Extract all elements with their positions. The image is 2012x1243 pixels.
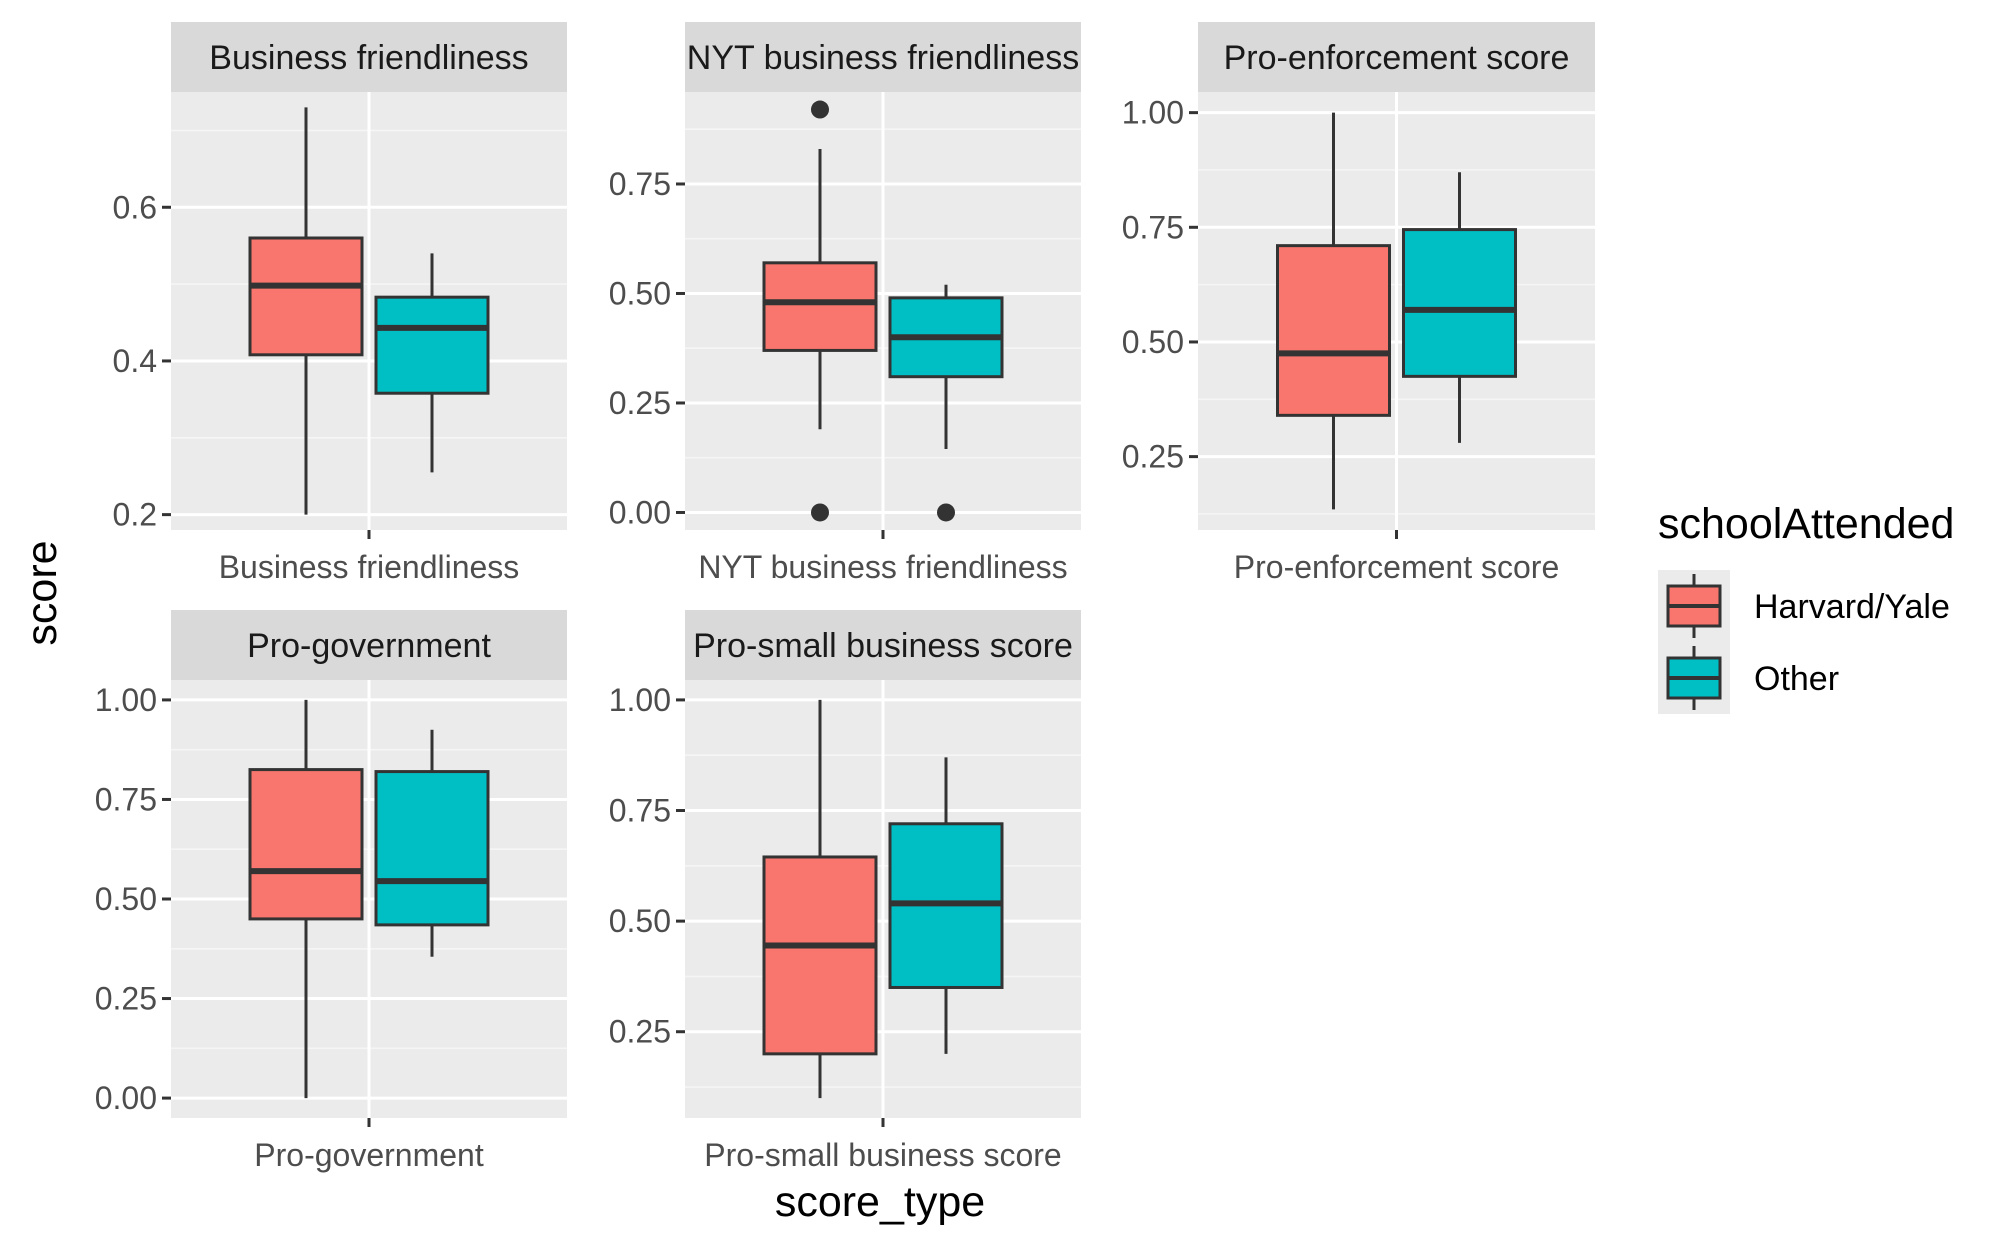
facet-strip	[171, 610, 567, 680]
box-iqr	[762, 855, 878, 1056]
box-iqr	[762, 261, 878, 352]
outlier-point	[811, 100, 829, 119]
x-tick-label: Pro-government	[254, 1137, 484, 1173]
facet-strip	[685, 610, 1081, 680]
box-other	[888, 284, 1004, 522]
legend-label: Other	[1754, 660, 1839, 698]
facet-strip-title: Pro-government	[247, 627, 491, 665]
outlier-point	[937, 503, 955, 522]
x-axis-title: score_type	[775, 1178, 985, 1226]
y-tick-label: 0.25	[609, 1014, 671, 1050]
box-iqr	[1276, 244, 1391, 417]
facet-panel: Pro-small business score 0.25 0.50 0.75 1.00…	[609, 610, 1081, 1173]
y-tick-label: 0.2	[113, 497, 157, 533]
x-tick-label: NYT business friendliness	[698, 549, 1067, 585]
facet-strip-title: Business friendliness	[209, 39, 528, 77]
box-harvard-yale	[762, 699, 878, 1099]
legend-keys: Harvard/Yale Other	[1658, 570, 1950, 714]
facet-strip-title: Pro-small business score	[693, 627, 1073, 665]
boxes	[762, 699, 1004, 1099]
box-other	[1402, 172, 1517, 443]
y-tick-label: 0.00	[609, 494, 671, 530]
facet-strip-title: NYT business friendliness	[687, 39, 1079, 77]
box-other	[888, 757, 1004, 1054]
facet-panel: NYT business friendliness 0.00 0.25 0.50 0.7…	[609, 22, 1081, 585]
y-tick-label: 0.00	[95, 1080, 157, 1116]
y-tick-label: 1.00	[95, 682, 157, 718]
y-axis-title: score	[18, 540, 66, 645]
y-tick-label: 0.50	[95, 881, 157, 917]
panel-grid	[171, 92, 567, 530]
panel-grid	[1198, 92, 1595, 530]
y-tick-label: 1.00	[609, 682, 671, 718]
box-iqr	[248, 768, 364, 921]
facets-layer: Business friendliness 0.2 0.4 0.6 Business f…	[95, 22, 1595, 1173]
legend-item: Other	[1658, 642, 1839, 714]
facet-strip-title: Pro-enforcement score	[1224, 39, 1570, 77]
box-iqr	[374, 770, 490, 927]
panel-grid	[171, 680, 567, 1118]
y-tick-label: 0.6	[113, 189, 157, 225]
boxes	[248, 699, 490, 1099]
y-tick-label: 0.25	[95, 981, 157, 1017]
box-iqr	[248, 236, 364, 357]
box-harvard-yale	[248, 107, 364, 515]
y-tick-label: 0.4	[113, 343, 157, 379]
box-harvard-yale	[762, 100, 878, 522]
boxes	[762, 100, 1004, 522]
facet-panel: Business friendliness 0.2 0.4 0.6 Business f…	[113, 22, 567, 585]
y-tick-label: 0.25	[609, 385, 671, 421]
y-tick-label: 0.75	[1122, 209, 1184, 245]
y-tick-label: 0.75	[609, 166, 671, 202]
y-tick-label: 0.50	[609, 903, 671, 939]
box-other	[374, 253, 490, 473]
box-other	[374, 729, 490, 957]
facet-strip	[685, 22, 1081, 92]
y-tick-label: 0.50	[1122, 324, 1184, 360]
y-tick-label: 0.75	[609, 793, 671, 829]
box-harvard-yale	[1276, 112, 1391, 510]
facet-strip	[1198, 22, 1595, 92]
x-tick-label: Pro-enforcement score	[1234, 549, 1559, 585]
y-tick-label: 0.25	[1122, 439, 1184, 475]
legend-item: Harvard/Yale	[1658, 570, 1950, 642]
legend-label: Harvard/Yale	[1754, 588, 1950, 626]
panel-grid	[685, 92, 1081, 530]
facet-panel: Pro-enforcement score 0.25 0.50 0.75 1.00 Pro…	[1122, 22, 1595, 585]
outlier-point	[811, 503, 829, 522]
legend: schoolAttended Harvard/Yale Other	[1658, 500, 1954, 714]
boxes	[248, 107, 490, 515]
legend-title: schoolAttended	[1658, 500, 1954, 548]
panel-grid	[685, 680, 1081, 1118]
x-tick-label: Business friendliness	[219, 549, 520, 585]
facet-panel: Pro-government 0.00 0.25 0.50 0.75 1.00 Pro-go…	[95, 610, 567, 1173]
y-tick-label: 0.75	[95, 781, 157, 817]
y-tick-label: 0.50	[609, 275, 671, 311]
box-iqr	[374, 295, 490, 395]
box-harvard-yale	[248, 699, 364, 1099]
y-tick-label: 1.00	[1122, 95, 1184, 131]
boxes	[1276, 112, 1517, 510]
box-iqr	[1402, 228, 1517, 378]
facet-strip	[171, 22, 567, 92]
x-tick-label: Pro-small business score	[704, 1137, 1061, 1173]
